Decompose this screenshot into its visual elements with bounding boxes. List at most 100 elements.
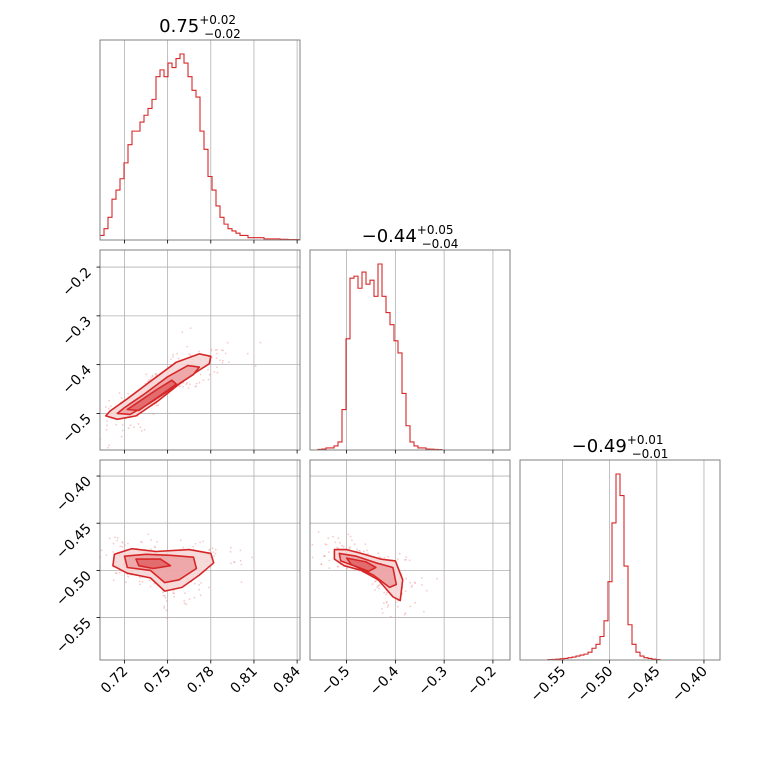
data-layer (55, 53, 720, 661)
scatter-point (164, 594, 166, 597)
scatter-point (324, 543, 326, 545)
xtick-label-param-2-0: −0.55 (528, 664, 570, 706)
scatter-point (198, 588, 201, 591)
title-lower-error: −0.01 (632, 447, 669, 461)
scatter-point (172, 589, 175, 592)
contour-level-2 (126, 379, 178, 412)
scatter-point (108, 407, 110, 410)
scatter-point (386, 606, 389, 608)
density-panel-1 (83, 533, 253, 619)
scatter-point (109, 405, 112, 408)
scatter-point (194, 385, 197, 388)
scatter-point (120, 435, 123, 438)
scatter-point (127, 542, 129, 545)
scatter-point (230, 562, 232, 565)
scatter-point (83, 556, 85, 558)
scatter-point (216, 352, 218, 355)
ytick-label-param-2-1: −0.50 (53, 568, 95, 610)
scatter-point (198, 381, 201, 384)
scatter-point (219, 359, 222, 362)
scatter-point (106, 424, 108, 427)
scatter-point (240, 563, 243, 566)
scatter-point (125, 581, 127, 584)
grid-r2-c2 (562, 460, 705, 660)
ytick-label-param-1-2: −0.3 (59, 313, 94, 348)
scatter-point (425, 589, 428, 592)
scatter-point (112, 551, 115, 553)
scatter-point (154, 546, 157, 549)
scatter-point (88, 393, 90, 395)
xtick-label-param-0-2: 0.78 (184, 664, 217, 697)
title-value: −0.49 (572, 436, 627, 457)
scatter-point (193, 582, 196, 585)
scatter-point (436, 577, 439, 580)
scatter-point (405, 558, 407, 561)
scatter-point (112, 542, 115, 545)
scatter-point (162, 594, 165, 597)
scatter-point (389, 615, 392, 618)
scatter-point (323, 555, 326, 557)
scatter-point (396, 558, 399, 561)
scatter-point (202, 379, 205, 381)
scatter-point (185, 603, 188, 606)
scatter-point (353, 543, 356, 546)
scatter-point (221, 362, 224, 364)
scatter-point (121, 429, 124, 432)
scatter-point (359, 550, 361, 552)
scatter-point (55, 441, 57, 443)
scatter-point (378, 584, 381, 586)
scatter-point (405, 577, 407, 580)
scatter-point (172, 353, 175, 356)
title-upper-error: +0.01 (627, 433, 664, 447)
scatter-point (82, 407, 84, 409)
scatter-point (311, 543, 314, 546)
grid-r1-c0 (100, 250, 300, 450)
scatter-point (165, 609, 168, 612)
panel-frame-r2-c0 (99, 459, 301, 661)
scatter-point (366, 549, 368, 552)
xtick-label-param-0-3: 0.81 (227, 664, 260, 697)
scatter-point (337, 547, 339, 550)
scatter-point (230, 546, 232, 549)
scatter-point (259, 341, 262, 344)
scatter-point (364, 543, 367, 545)
scatter-point (94, 565, 96, 567)
scatter-point (147, 533, 150, 536)
scatter-point (211, 547, 214, 550)
scatter-point (250, 556, 253, 559)
scatter-point (162, 591, 164, 594)
scatter-point (179, 539, 182, 542)
scatter-point (348, 547, 351, 550)
scatter-point (91, 416, 93, 418)
xtick-label-param-1-0: −0.5 (318, 664, 353, 699)
scatter-point (91, 550, 93, 552)
scatter-point (239, 549, 242, 552)
scatter-point (124, 544, 126, 546)
density-panel-2 (304, 531, 439, 618)
scatter-point (239, 559, 242, 562)
scatter-point (110, 453, 112, 455)
scatter-point (214, 349, 217, 351)
scatter-point (398, 552, 401, 555)
scatter-point (383, 557, 386, 559)
scatter-point (210, 349, 213, 352)
scatter-point (186, 345, 189, 348)
scatter-point (394, 601, 397, 604)
histogram-param-2 (520, 473, 720, 661)
scatter-point (229, 550, 232, 553)
histogram-param-0 (100, 53, 300, 241)
scatter-point (382, 602, 385, 604)
scatter-point (328, 551, 330, 553)
scatter-point (334, 541, 337, 544)
scatter-point (222, 349, 225, 352)
scatter-point (226, 341, 229, 344)
scatter-point (95, 411, 97, 413)
scatter-point (304, 551, 306, 553)
scatter-point (387, 555, 390, 558)
scatter-point (155, 373, 158, 375)
scatter-point (377, 552, 380, 554)
scatter-point (170, 358, 172, 361)
scatter-point (148, 379, 151, 381)
scatter-point (127, 427, 130, 430)
scatter-point (95, 563, 97, 565)
